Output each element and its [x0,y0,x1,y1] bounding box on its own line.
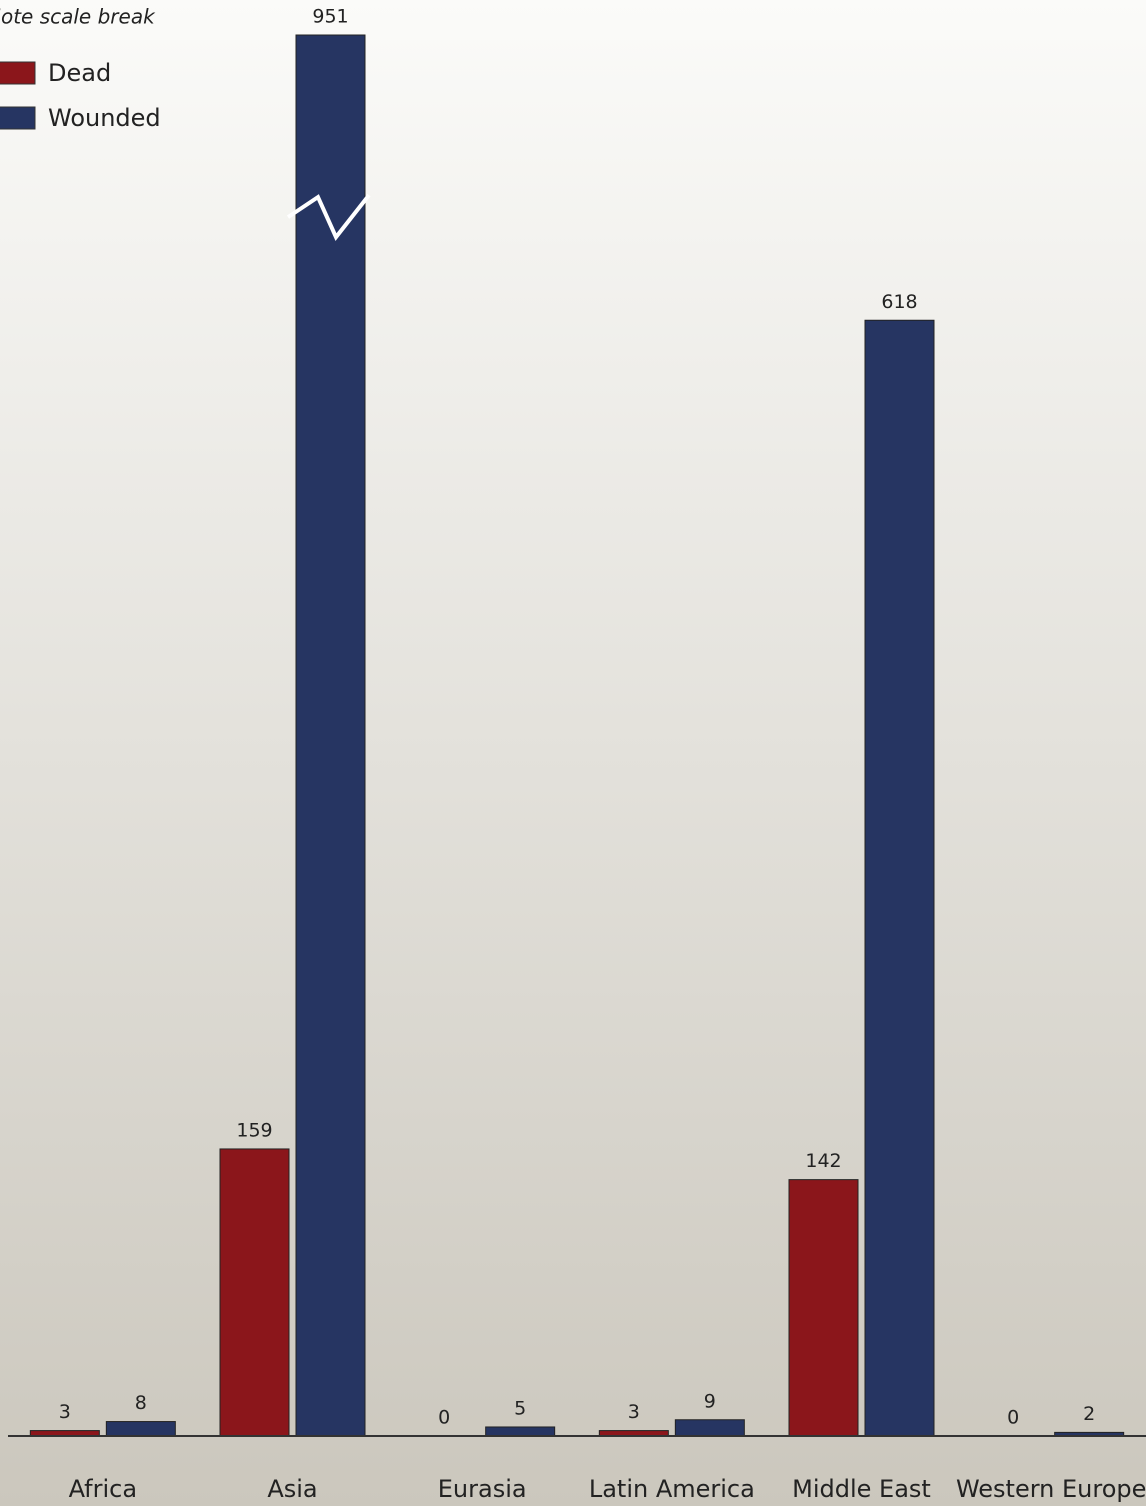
scale-break-note: Note scale break [0,5,156,29]
legend-swatch [0,106,36,130]
bar [788,1179,859,1437]
value-label: 159 [236,1119,272,1141]
x-tick-label: Eurasia [438,1475,527,1503]
x-tick-label: Africa [69,1475,137,1503]
value-label: 142 [805,1150,841,1172]
value-label: 0 [438,1407,450,1429]
bar [105,1421,176,1437]
legend-label: Wounded [48,104,161,132]
bar [219,1148,290,1437]
value-label: 8 [135,1392,147,1414]
x-tick-label: Middle East [792,1475,931,1503]
legend-swatch [0,61,36,85]
legend-label: Dead [48,59,111,87]
value-label: 618 [881,291,917,313]
x-tick-label: Western Europe [956,1475,1146,1503]
value-label: 2 [1083,1403,1095,1425]
value-label: 0 [1007,1407,1019,1429]
bar [864,319,935,1437]
x-tick-label: Asia [267,1475,317,1503]
x-tick-label: Latin America [589,1475,755,1503]
bar [485,1426,556,1437]
value-label: 3 [628,1401,640,1423]
bar [674,1419,745,1437]
bar [295,34,366,1437]
value-label: 9 [704,1390,716,1412]
value-label: 3 [59,1401,71,1423]
value-label: 951 [312,6,348,28]
scale-break [286,193,371,241]
value-label: 5 [514,1397,526,1419]
